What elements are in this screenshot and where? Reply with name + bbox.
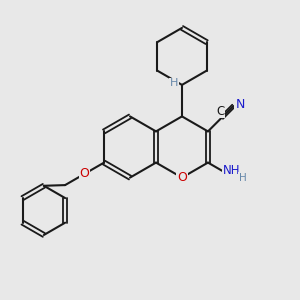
Text: H: H xyxy=(169,78,178,88)
Text: C: C xyxy=(216,104,224,118)
Text: O: O xyxy=(80,167,89,180)
Text: O: O xyxy=(177,171,187,184)
Text: N: N xyxy=(235,98,245,111)
Text: NH: NH xyxy=(223,164,240,178)
Text: H: H xyxy=(239,173,247,183)
